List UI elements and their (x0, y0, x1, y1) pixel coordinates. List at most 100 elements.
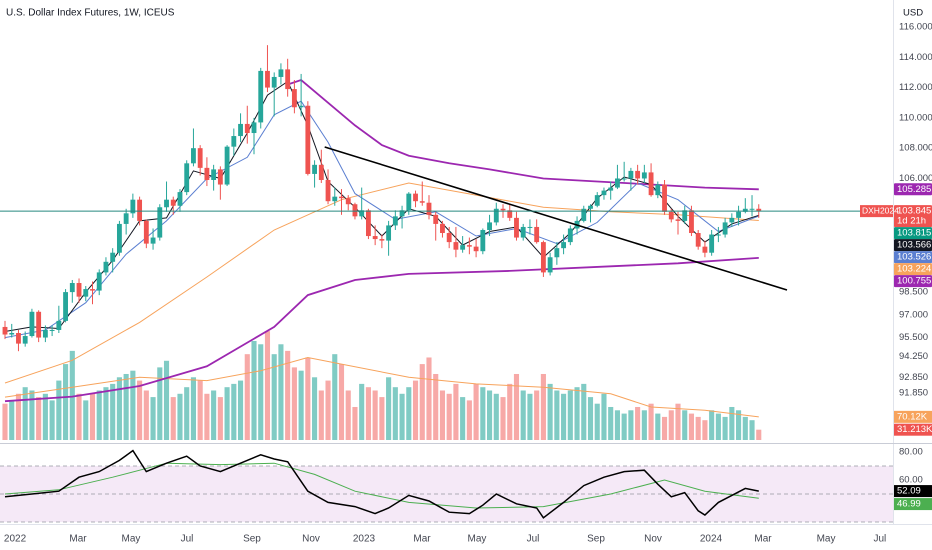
candle-body (231, 136, 237, 147)
volume-bar (487, 390, 493, 440)
candle-body (601, 190, 607, 196)
candle-body (265, 70, 270, 88)
volume-bar (56, 380, 62, 440)
y-tick-label: 114.000 (899, 52, 932, 63)
candle-body (709, 234, 715, 253)
volume-bar (345, 390, 351, 440)
price-tag (894, 251, 932, 264)
candle-body (110, 252, 116, 262)
candle-body (608, 187, 614, 191)
volume-bar (581, 383, 587, 440)
volume-bar (749, 420, 755, 440)
volume-bar (567, 390, 573, 440)
x-tick-label: 2023 (353, 534, 376, 545)
candle-body (466, 245, 472, 247)
volume-bar (507, 383, 513, 440)
volume-bar (170, 397, 176, 440)
volume-bar (722, 416, 728, 440)
rsi-tag-label: 52.09 (897, 486, 921, 497)
y-tick-label: 106.000 (899, 173, 932, 184)
volume-bar (184, 387, 190, 440)
candle-body (473, 246, 479, 252)
volume-ma-line (4, 356, 759, 418)
candle-body (581, 208, 587, 221)
rsi-tag-label: 46.99 (897, 499, 921, 510)
volume-bar (386, 377, 392, 440)
candle-body (150, 237, 156, 244)
volume-bar (527, 393, 533, 440)
volume-bar (217, 397, 223, 440)
y-tick-label: 92.850 (899, 372, 928, 383)
volume-bar (628, 410, 634, 440)
y-tick-label: 97.000 (899, 309, 928, 320)
candle-body (244, 123, 250, 134)
volume-bar (406, 387, 412, 440)
x-tick-label: May (122, 534, 141, 545)
candle-body (285, 69, 291, 90)
volume-bar (123, 373, 129, 440)
volume-bar (520, 390, 526, 440)
x-tick-label: Jul (527, 534, 540, 545)
volume-bar (648, 403, 654, 440)
candle-body (352, 204, 358, 217)
volume-bar (359, 383, 365, 440)
candle-body (96, 272, 102, 291)
candle-body (561, 242, 567, 249)
candle-body (359, 210, 365, 217)
volume-bar (22, 387, 28, 440)
volume-bar (365, 387, 371, 440)
indicator-line (4, 100, 759, 339)
candle-body (372, 236, 378, 240)
volume-bar (682, 410, 688, 440)
volume-bar (534, 390, 540, 440)
volume-bar (9, 400, 15, 440)
y-tick-label: 108.000 (899, 143, 932, 154)
candle-body (554, 248, 560, 258)
candle-body (278, 69, 284, 77)
candle-body (662, 184, 667, 212)
y-tick-label: 95.500 (899, 332, 928, 343)
y-tick-label: 116.000 (899, 21, 932, 32)
y-tick-label: 91.850 (899, 387, 928, 398)
candle-body (204, 167, 210, 180)
candle-body (594, 195, 600, 206)
x-tick-label: Mar (69, 534, 87, 545)
x-tick-label: Nov (302, 534, 320, 545)
candle-body (130, 199, 136, 214)
volume-bar (197, 380, 203, 440)
volume-bar (150, 397, 156, 440)
candle-body (177, 192, 183, 206)
volume-bar (312, 377, 318, 440)
volume-bar (493, 393, 499, 440)
volume-bar (76, 393, 82, 440)
y-tick-label: 110.000 (899, 112, 932, 123)
volume-bar (547, 383, 553, 440)
candle-body (446, 233, 452, 243)
volume-bar (635, 406, 641, 440)
candle-body (379, 239, 385, 241)
symbol-tag-label: DXH2024 (862, 205, 899, 215)
candle-body (628, 170, 634, 179)
candle-body (298, 105, 304, 108)
trendline (324, 146, 788, 291)
volume-bar (177, 393, 183, 440)
candle-body (655, 184, 661, 196)
y-tick-label: 112.000 (899, 82, 932, 93)
rsi-ma-line (4, 462, 759, 509)
candle-body (689, 210, 694, 234)
candle-body (36, 311, 42, 338)
volume-bar (251, 340, 257, 440)
candle-body (63, 292, 68, 321)
volume-bar (561, 393, 567, 440)
volume-bar (264, 331, 271, 440)
volume-bar (587, 397, 594, 440)
candle-body (702, 246, 708, 253)
candle-body (345, 198, 351, 205)
volume-bar (244, 354, 250, 440)
candle-body (419, 201, 425, 203)
volume-tag (894, 410, 932, 423)
candle-body (49, 329, 55, 331)
candle-body (514, 217, 519, 238)
volume-bar (715, 413, 721, 440)
volume-tag-label: 70.12K (897, 411, 928, 422)
